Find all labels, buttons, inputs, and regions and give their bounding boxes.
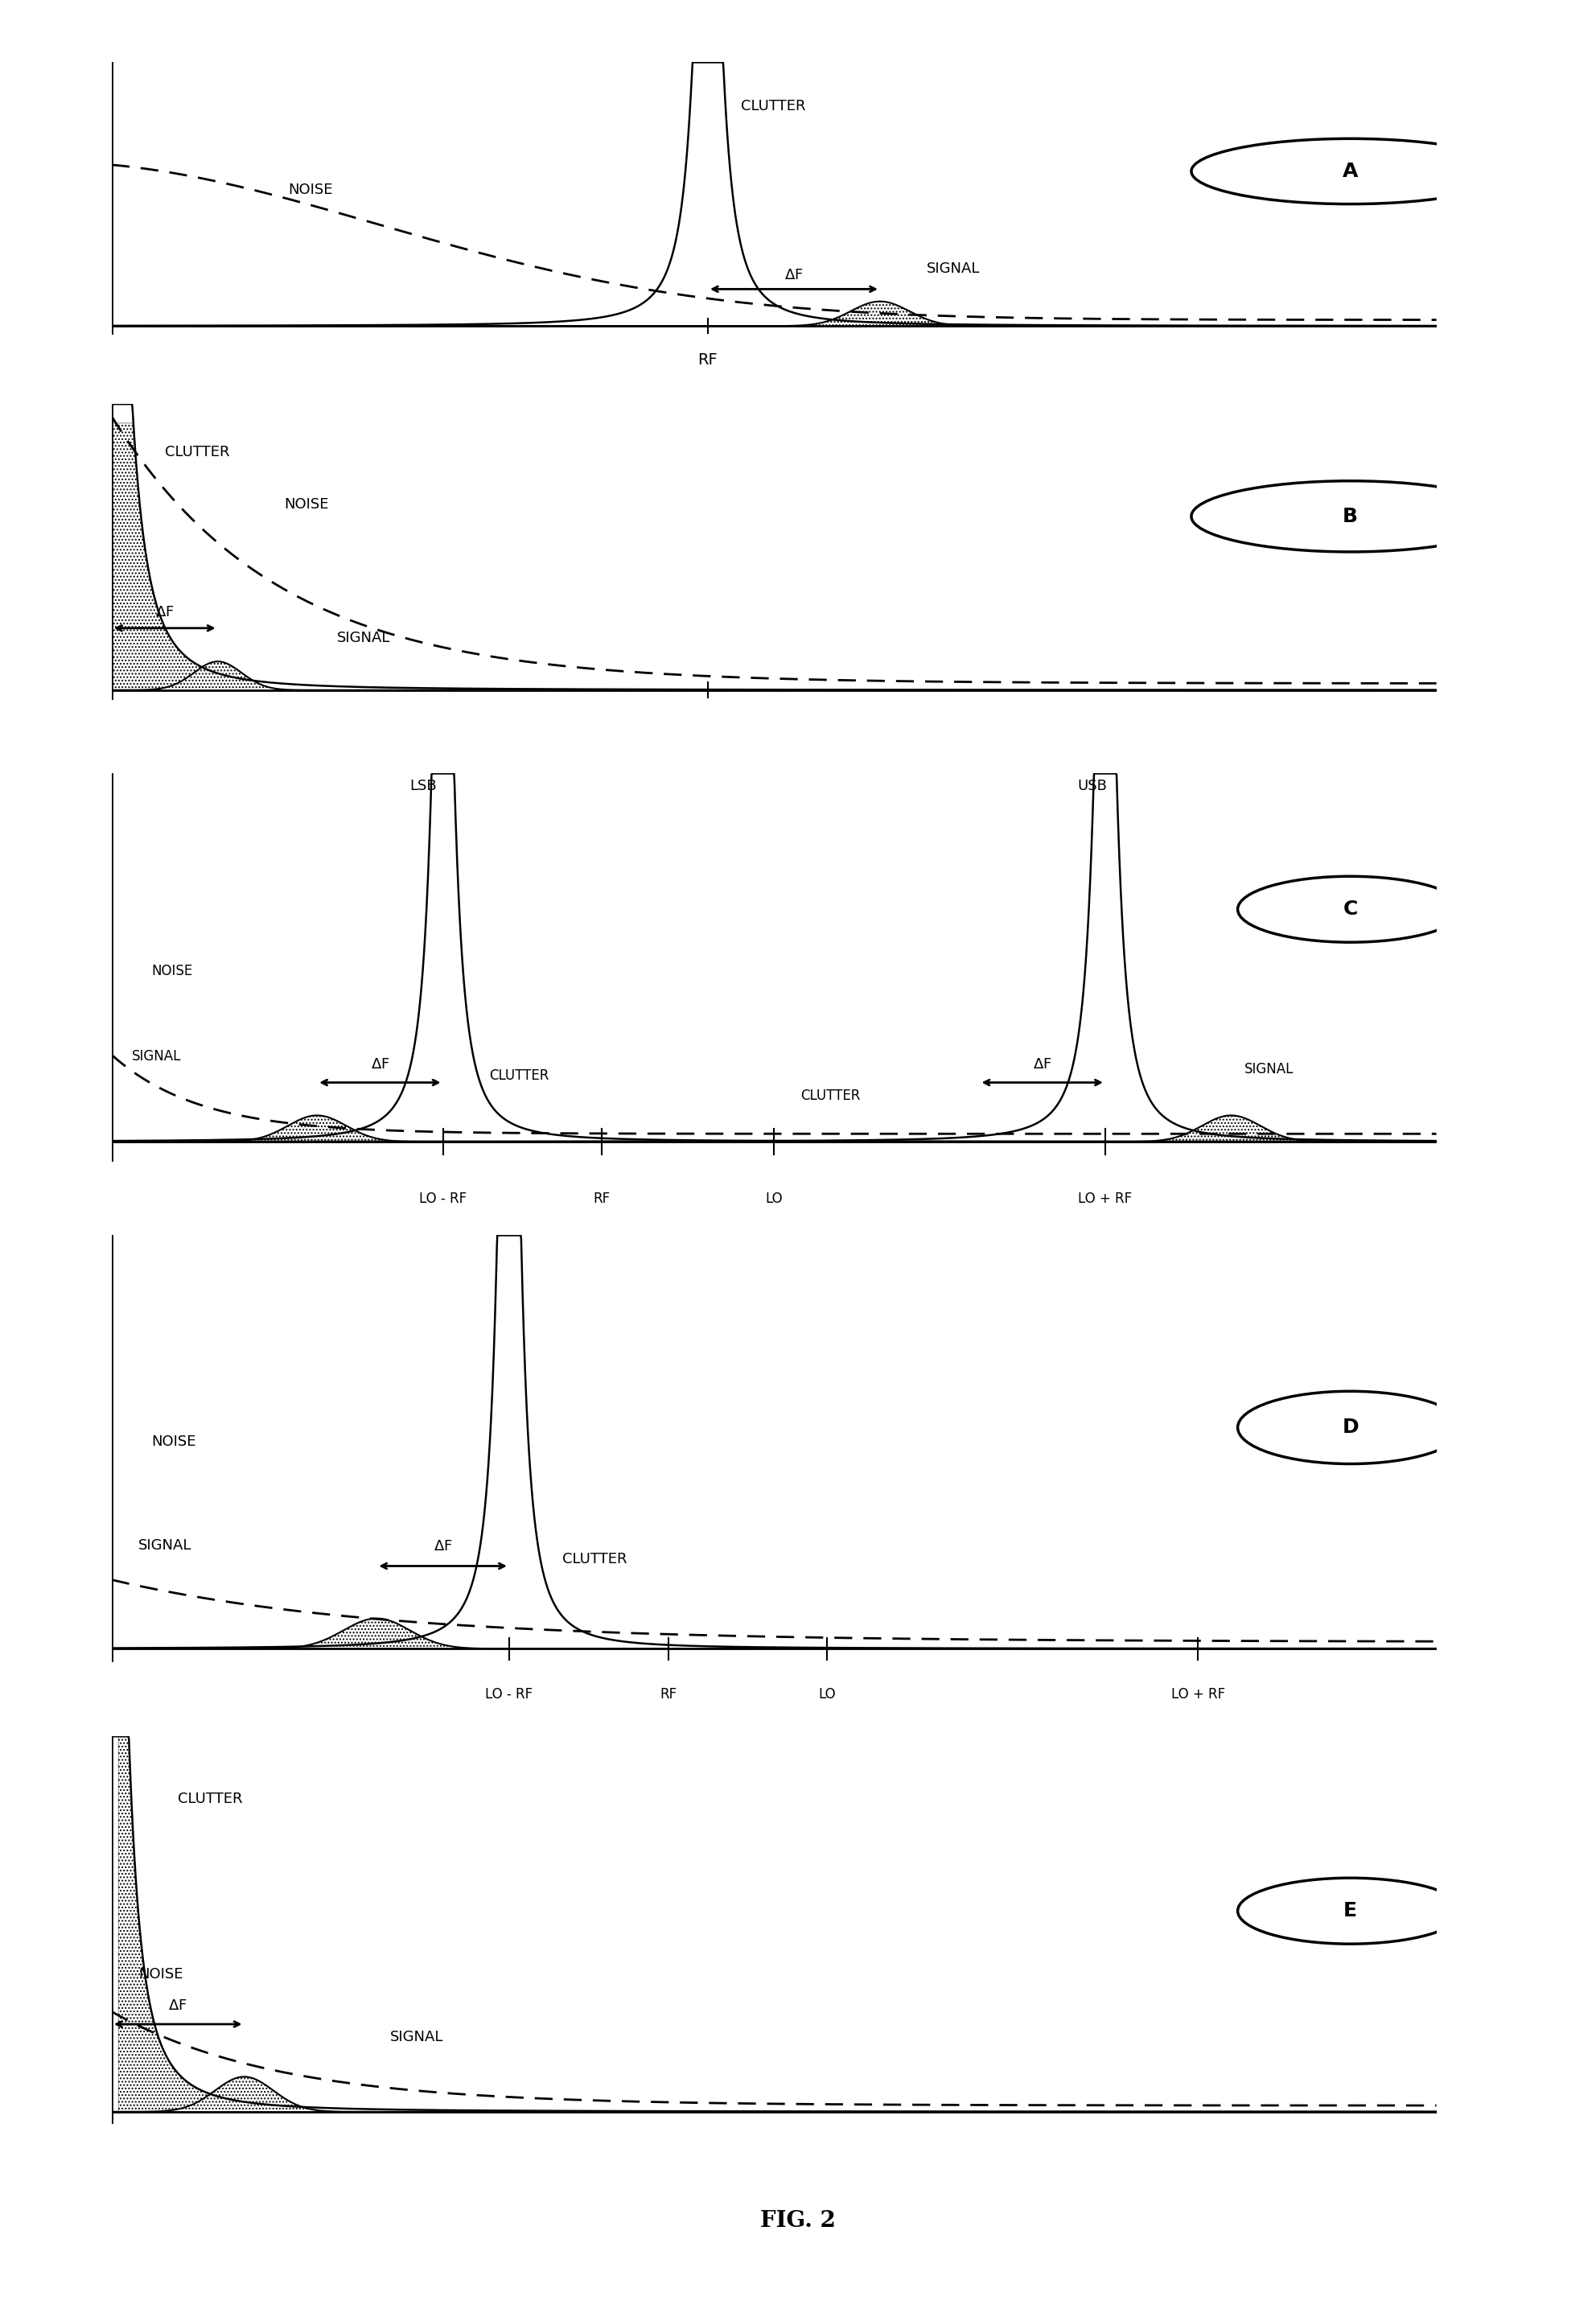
Text: CLUTTER: CLUTTER (490, 1069, 549, 1083)
Text: CLUTTER: CLUTTER (741, 99, 806, 113)
Text: FIG. 2: FIG. 2 (760, 2210, 836, 2233)
Text: SIGNAL: SIGNAL (139, 1538, 192, 1552)
Text: CLUTTER: CLUTTER (801, 1088, 860, 1104)
Text: USB: USB (1077, 778, 1106, 794)
Text: SIGNAL: SIGNAL (131, 1048, 180, 1064)
Text: CLUTTER: CLUTTER (179, 1792, 243, 1806)
Text: RF: RF (697, 353, 718, 367)
Text: LO: LO (819, 1688, 836, 1702)
Text: CLUTTER: CLUTTER (164, 446, 230, 459)
Text: D: D (1342, 1418, 1358, 1436)
Text: NOISE: NOISE (284, 496, 329, 510)
Text: B: B (1342, 506, 1358, 526)
Text: CLUTTER: CLUTTER (562, 1552, 627, 1566)
Text: LO: LO (766, 1191, 782, 1205)
Text: C: C (1342, 901, 1358, 919)
Text: E: E (1344, 1900, 1357, 1921)
Text: $\Delta$F: $\Delta$F (785, 268, 803, 282)
Text: NOISE: NOISE (139, 1967, 184, 1981)
Text: RF: RF (659, 1688, 677, 1702)
Text: RF: RF (594, 1191, 610, 1205)
Text: $\Delta$F: $\Delta$F (1033, 1058, 1052, 1071)
Text: SIGNAL: SIGNAL (389, 2030, 444, 2043)
Text: NOISE: NOISE (289, 182, 332, 196)
Text: $\Delta$F: $\Delta$F (370, 1058, 389, 1071)
Text: A: A (1342, 162, 1358, 180)
Text: $\Delta$F: $\Delta$F (155, 605, 174, 619)
Text: SIGNAL: SIGNAL (1245, 1062, 1294, 1076)
Text: $\Delta$F: $\Delta$F (169, 1997, 187, 2013)
Text: LO + RF: LO + RF (1079, 1191, 1132, 1205)
Text: SIGNAL: SIGNAL (926, 261, 980, 277)
Text: LO + RF: LO + RF (1171, 1688, 1226, 1702)
Text: $\Delta$F: $\Delta$F (434, 1540, 452, 1554)
Text: LO - RF: LO - RF (485, 1688, 533, 1702)
Text: NOISE: NOISE (152, 1434, 196, 1450)
Text: SIGNAL: SIGNAL (337, 630, 391, 644)
Text: LSB: LSB (410, 778, 437, 794)
Text: NOISE: NOISE (152, 963, 193, 979)
Text: LO - RF: LO - RF (420, 1191, 466, 1205)
